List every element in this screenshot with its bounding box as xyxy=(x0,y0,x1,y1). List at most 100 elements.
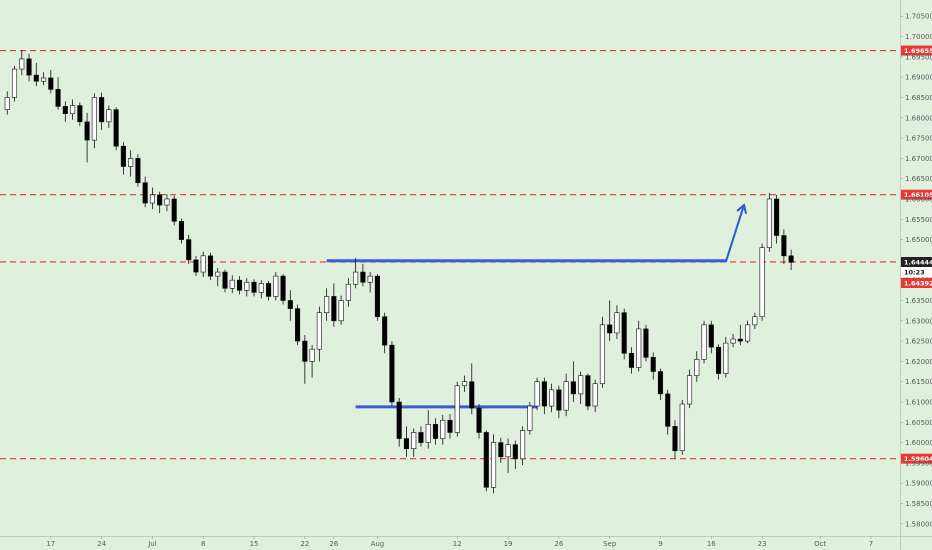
candle-body xyxy=(621,312,627,354)
candle-body xyxy=(331,296,337,322)
candle-21 xyxy=(157,191,163,214)
candle-body xyxy=(679,403,685,452)
candle-82 xyxy=(599,316,605,388)
candle-23 xyxy=(171,195,177,226)
candle-body xyxy=(360,271,366,283)
candle-76 xyxy=(556,385,562,419)
candle-42 xyxy=(309,345,315,378)
candle-30 xyxy=(222,269,228,293)
y-tick-label-6: 1.67500 xyxy=(905,135,932,143)
x-tick-label-0: 17 xyxy=(46,540,55,548)
candle-body xyxy=(324,296,330,313)
candle-body xyxy=(91,97,97,141)
candle-90 xyxy=(657,368,664,400)
candle-53 xyxy=(389,341,395,407)
candle-body xyxy=(251,281,257,293)
candle-body xyxy=(701,324,707,360)
candle-47 xyxy=(345,278,351,307)
candle-body xyxy=(563,381,569,411)
y-tick-label-4: 1.68500 xyxy=(905,94,932,102)
candle-body xyxy=(222,271,228,289)
y-tick-label-14: 1.63500 xyxy=(905,297,932,305)
candle-102 xyxy=(745,320,751,344)
candle-81 xyxy=(592,379,598,413)
candle-8 xyxy=(62,101,68,122)
candle-35 xyxy=(258,280,264,299)
candle-98 xyxy=(715,344,722,380)
candle-body xyxy=(345,283,351,301)
candle-13 xyxy=(99,92,105,130)
candle-44 xyxy=(324,288,330,321)
candle-48 xyxy=(353,257,359,289)
candle-96 xyxy=(701,320,707,364)
candle-body xyxy=(498,442,504,458)
x-axis[interactable]: 17 24 Jul 8 15 22 26 Aug 12 19 26 Sep 9 16 23 Oct 7 xyxy=(46,536,873,548)
y-tick-label-8: 1.66500 xyxy=(905,175,932,183)
y-axis[interactable]: 1.70500 1.70000 1.69500 1.69000 1.68500 1.680… xyxy=(900,13,932,529)
candle-12 xyxy=(91,93,97,149)
candle-41 xyxy=(302,335,308,384)
candle-39 xyxy=(287,290,293,321)
candle-body xyxy=(788,255,794,263)
candle-body xyxy=(193,259,199,273)
candle-14 xyxy=(106,105,112,128)
horizontal-levels: 1.69655 1.66105 1.59604 xyxy=(0,45,932,464)
candle-45 xyxy=(331,283,337,327)
x-tick-label-14: 23 xyxy=(758,540,767,548)
candle-84 xyxy=(614,305,620,340)
y-tick-label-15: 1.63000 xyxy=(905,317,932,325)
candle-body xyxy=(440,419,446,439)
candle-33 xyxy=(244,278,250,297)
candle-body xyxy=(461,381,468,387)
projection-arrow xyxy=(724,203,748,263)
level-label-3: 1.59604 xyxy=(904,455,932,463)
candle-77 xyxy=(563,373,569,417)
candle-body xyxy=(178,221,185,240)
candle-74 xyxy=(541,377,547,415)
drawn-trendlines xyxy=(326,259,726,409)
candle-body xyxy=(120,145,126,167)
candle-body xyxy=(26,58,32,76)
candle-body xyxy=(672,426,678,452)
candle-body xyxy=(389,344,395,403)
y-tick-label-18: 1.61500 xyxy=(905,378,932,386)
candle-body xyxy=(766,198,772,248)
candle-68 xyxy=(498,437,504,463)
x-tick-label-5: 22 xyxy=(300,540,309,548)
candle-body xyxy=(84,121,90,141)
x-tick-label-15: Oct xyxy=(814,540,826,548)
candle-31 xyxy=(229,275,235,294)
candle-body xyxy=(665,393,671,427)
y-tick-label-16: 1.62500 xyxy=(905,338,932,346)
candle-body xyxy=(70,105,76,114)
candle-108 xyxy=(788,249,794,271)
candle-body xyxy=(287,300,293,309)
candle-body xyxy=(534,381,540,407)
x-tick-label-7: Aug xyxy=(371,540,385,548)
candle-body xyxy=(527,405,533,431)
candle-body xyxy=(759,247,765,318)
level-badge-0 xyxy=(901,45,932,56)
candle-body xyxy=(657,371,664,395)
x-tick-label-12: 9 xyxy=(658,540,662,548)
candle-body xyxy=(186,239,192,261)
candle-body xyxy=(686,375,693,405)
candle-67 xyxy=(490,434,497,494)
y-tick-label-9: 1.66000 xyxy=(905,195,932,203)
candle-body xyxy=(4,97,10,110)
x-tick-label-10: 26 xyxy=(554,540,563,548)
candle-body xyxy=(454,385,460,433)
candle-body xyxy=(295,308,301,342)
candle-body xyxy=(229,279,235,289)
candle-body xyxy=(723,342,729,374)
candle-body xyxy=(367,275,373,283)
candle-body xyxy=(113,109,119,147)
candle-body xyxy=(164,198,170,206)
candle-29 xyxy=(215,268,221,287)
candle-37 xyxy=(273,272,279,301)
candle-body xyxy=(135,158,141,184)
candle-body xyxy=(447,419,453,433)
candle-body xyxy=(396,401,402,439)
candle-18 xyxy=(135,154,141,187)
